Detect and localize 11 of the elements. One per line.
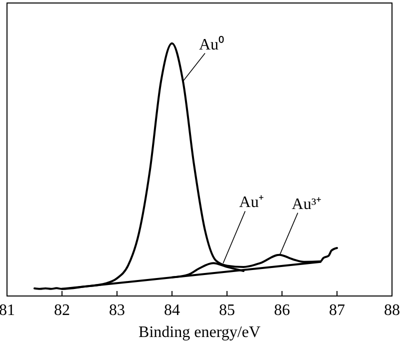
x-tick-label: 88 <box>384 302 400 319</box>
x-tick-label: 82 <box>54 302 70 319</box>
annotation: Au⁰ <box>199 35 225 54</box>
x-tick-label: 87 <box>329 302 345 319</box>
x-tick-label: 86 <box>274 302 290 319</box>
annotation: Au⁺ <box>239 194 264 212</box>
annotation: Au³⁺ <box>292 196 322 213</box>
x-tick-label: 84 <box>164 302 180 319</box>
x-tick-label: 83 <box>109 302 125 319</box>
x-tick-label: 85 <box>219 302 235 319</box>
x-axis-title: Binding energy/eV <box>138 324 261 341</box>
